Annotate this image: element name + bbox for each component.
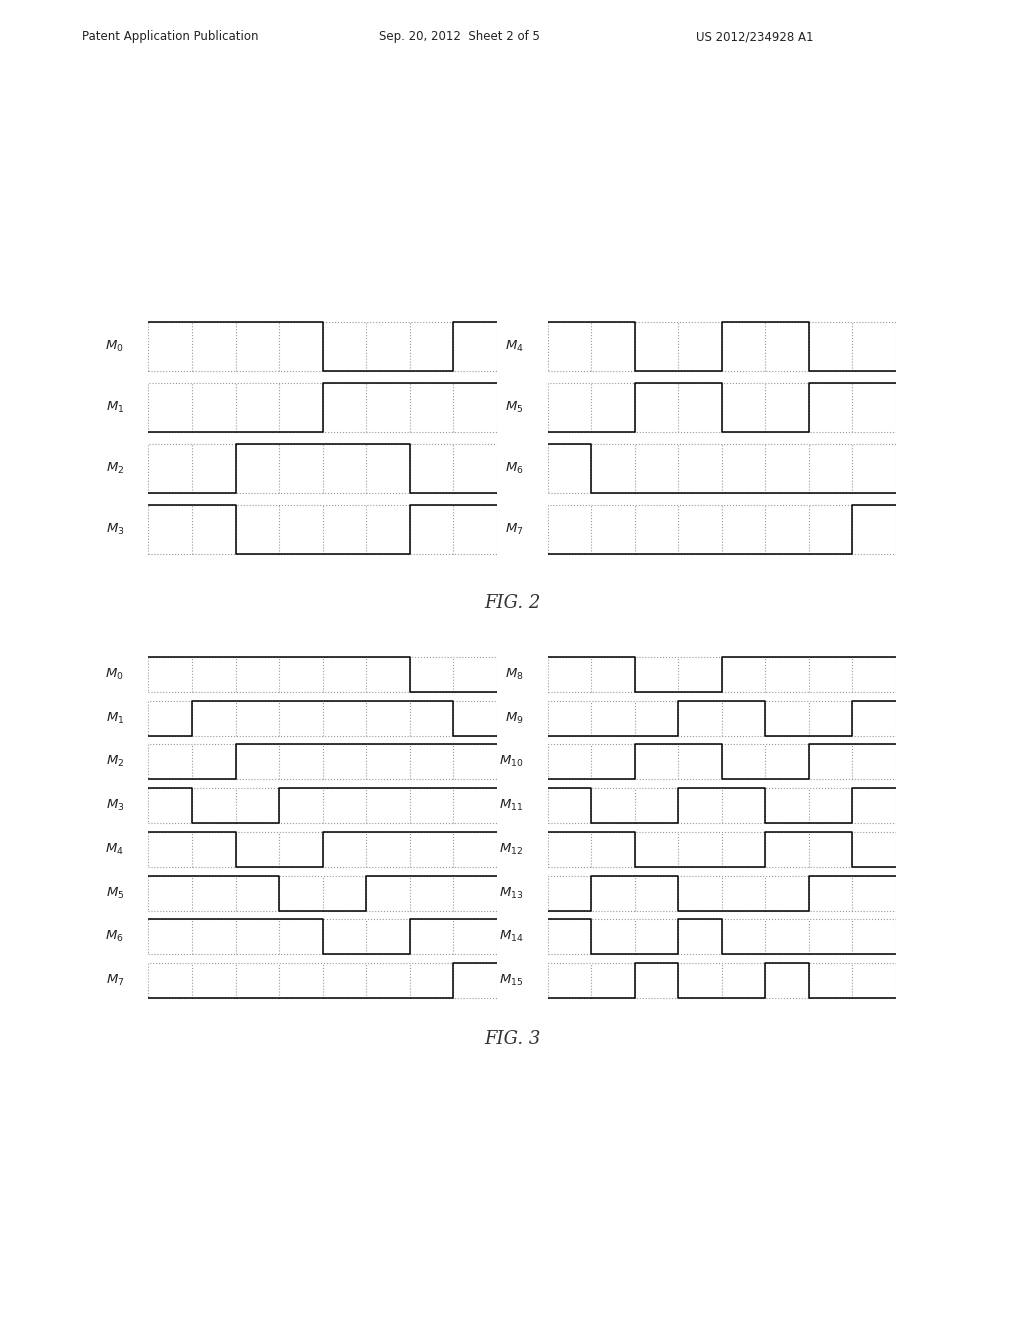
Text: $M_{15}$: $M_{15}$ [499, 973, 523, 987]
Text: US 2012/234928 A1: US 2012/234928 A1 [696, 30, 814, 44]
Text: $M_{11}$: $M_{11}$ [499, 799, 523, 813]
Text: $M_{10}$: $M_{10}$ [499, 754, 523, 770]
Text: $M_0$: $M_0$ [105, 667, 124, 682]
Text: $M_5$: $M_5$ [505, 400, 523, 414]
Text: $M_4$: $M_4$ [505, 338, 523, 354]
Text: $M_7$: $M_7$ [505, 521, 523, 537]
Text: $M_1$: $M_1$ [105, 710, 124, 726]
Text: FIG. 2: FIG. 2 [483, 594, 541, 612]
Text: $M_9$: $M_9$ [505, 710, 523, 726]
Text: Patent Application Publication: Patent Application Publication [82, 30, 258, 44]
Text: $M_{12}$: $M_{12}$ [500, 842, 523, 857]
Text: $M_4$: $M_4$ [105, 842, 124, 857]
Text: $M_2$: $M_2$ [105, 754, 124, 770]
Text: $M_6$: $M_6$ [105, 929, 124, 944]
Text: $M_8$: $M_8$ [505, 667, 523, 682]
Text: $M_5$: $M_5$ [105, 886, 124, 900]
Text: $M_1$: $M_1$ [105, 400, 124, 414]
Text: $M_0$: $M_0$ [105, 338, 124, 354]
Text: $M_{14}$: $M_{14}$ [499, 929, 523, 944]
Text: $M_6$: $M_6$ [505, 461, 523, 475]
Text: $M_2$: $M_2$ [105, 461, 124, 475]
Text: $M_3$: $M_3$ [105, 521, 124, 537]
Text: FIG. 3: FIG. 3 [483, 1030, 541, 1048]
Text: Sep. 20, 2012  Sheet 2 of 5: Sep. 20, 2012 Sheet 2 of 5 [379, 30, 540, 44]
Text: $M_{13}$: $M_{13}$ [499, 886, 523, 900]
Text: $M_7$: $M_7$ [105, 973, 124, 987]
Text: $M_3$: $M_3$ [105, 799, 124, 813]
